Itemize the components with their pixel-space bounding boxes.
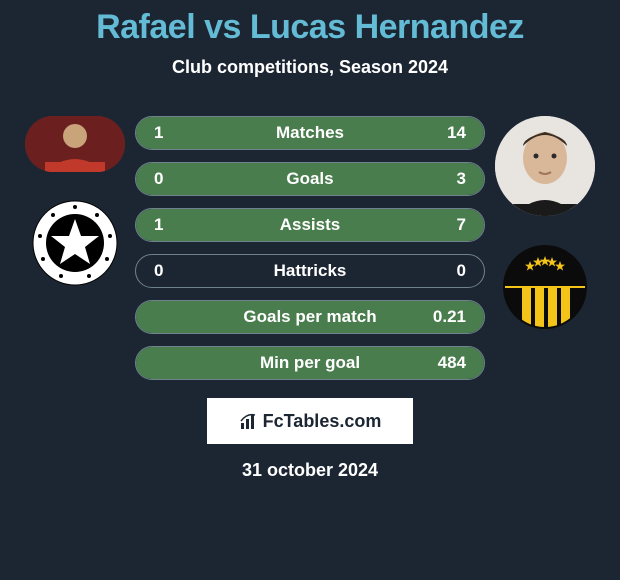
stat-right-value: 14 bbox=[416, 123, 466, 143]
stat-row: Goals per match0.21 bbox=[135, 300, 485, 334]
player-photo-placeholder-icon bbox=[495, 116, 595, 216]
stat-row: 0Goals3 bbox=[135, 162, 485, 196]
stat-row: 1Assists7 bbox=[135, 208, 485, 242]
stat-fill-left bbox=[136, 117, 146, 149]
stat-row: 0Hattricks0 bbox=[135, 254, 485, 288]
comparison-card: Rafael vs Lucas Hernandez Club competiti… bbox=[0, 0, 620, 481]
left-player-avatar bbox=[25, 116, 125, 172]
stat-row: 1Matches14 bbox=[135, 116, 485, 150]
page-title: Rafael vs Lucas Hernandez bbox=[0, 8, 620, 47]
stat-right-value: 7 bbox=[416, 215, 466, 235]
footer-brand-text: FcTables.com bbox=[263, 411, 382, 432]
stat-left-value: 0 bbox=[154, 261, 204, 281]
player-photo-placeholder-icon bbox=[25, 116, 125, 172]
stat-label: Matches bbox=[204, 123, 416, 143]
stat-left-value: 1 bbox=[154, 123, 204, 143]
stat-right-value: 3 bbox=[416, 169, 466, 189]
footer-date: 31 october 2024 bbox=[0, 460, 620, 481]
right-club-badge bbox=[502, 244, 588, 330]
stat-left-value: 0 bbox=[154, 169, 204, 189]
stat-label: Goals bbox=[204, 169, 416, 189]
chart-icon bbox=[239, 411, 259, 431]
stat-label: Goals per match bbox=[204, 307, 416, 327]
right-player-avatar bbox=[495, 116, 595, 216]
club-badge-icon bbox=[32, 200, 118, 286]
right-player-column bbox=[485, 106, 605, 330]
subtitle: Club competitions, Season 2024 bbox=[0, 57, 620, 78]
left-player-column bbox=[15, 106, 135, 286]
stat-right-value: 484 bbox=[416, 353, 466, 373]
stat-label: Hattricks bbox=[204, 261, 416, 281]
stat-right-value: 0 bbox=[416, 261, 466, 281]
stats-panel: 1Matches140Goals31Assists70Hattricks0Goa… bbox=[135, 106, 485, 380]
left-club-badge bbox=[32, 200, 118, 286]
footer-brand[interactable]: FcTables.com bbox=[207, 398, 413, 444]
stat-left-value: 1 bbox=[154, 215, 204, 235]
stat-label: Min per goal bbox=[204, 353, 416, 373]
main-row: 1Matches140Goals31Assists70Hattricks0Goa… bbox=[0, 106, 620, 380]
stat-label: Assists bbox=[204, 215, 416, 235]
stat-right-value: 0.21 bbox=[416, 307, 466, 327]
club-badge-icon bbox=[502, 244, 588, 330]
stat-row: Min per goal484 bbox=[135, 346, 485, 380]
